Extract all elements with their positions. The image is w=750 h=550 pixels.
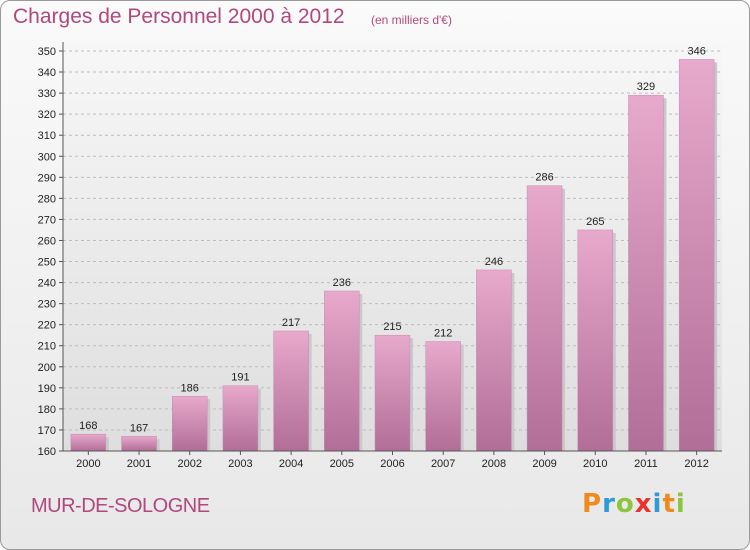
x-tick-label: 2010 xyxy=(583,458,607,470)
y-tick-label: 270 xyxy=(38,214,56,226)
bar xyxy=(425,341,461,452)
y-tick-label: 210 xyxy=(38,341,56,353)
x-tick-label: 2007 xyxy=(431,458,455,470)
y-tick-label: 280 xyxy=(38,193,56,205)
bar xyxy=(476,269,512,452)
x-tick-label: 2002 xyxy=(177,458,201,470)
x-tick-label: 2005 xyxy=(330,458,354,470)
data-label: 346 xyxy=(687,45,705,57)
x-tick-label: 2001 xyxy=(127,458,151,470)
y-tick-label: 290 xyxy=(38,172,56,184)
y-tick-label: 160 xyxy=(38,446,56,458)
bar xyxy=(171,396,208,452)
x-tick-label: 2009 xyxy=(532,458,556,470)
bars: 168 167 186 191 217 236 215 212 246 286 265 329 346 xyxy=(70,45,718,452)
y-tick-label: 220 xyxy=(38,320,56,332)
y-tick-label: 320 xyxy=(38,109,56,121)
data-label: 246 xyxy=(485,256,503,268)
y-tick-label: 230 xyxy=(38,299,56,311)
logo-letter: t xyxy=(662,489,676,519)
data-label: 329 xyxy=(637,81,655,93)
logo-letter: x xyxy=(634,489,653,519)
bar xyxy=(273,330,309,452)
bar xyxy=(70,433,107,452)
logo-letter: P xyxy=(582,489,603,519)
x-tick-label: 2011 xyxy=(634,458,658,470)
x-tick-label: 2008 xyxy=(482,458,506,470)
y-tick-label: 330 xyxy=(38,88,56,100)
y-tick-label: 170 xyxy=(38,425,56,437)
y-tick-label: 250 xyxy=(38,257,56,269)
y-tick-label: 180 xyxy=(38,404,56,416)
y-tick-label: 300 xyxy=(38,151,56,163)
chart-title: Charges de Personnel 2000 à 2012 xyxy=(13,5,345,28)
y-tick-label: 190 xyxy=(38,383,56,395)
y-tick-label: 350 xyxy=(38,46,56,58)
x-tick-label: 2004 xyxy=(279,458,303,470)
logo-letter: i xyxy=(652,489,663,519)
logo-letter: o xyxy=(615,489,635,519)
bar xyxy=(121,436,157,452)
bar xyxy=(222,385,259,452)
logo-letter: i xyxy=(675,489,686,519)
y-tick-label: 200 xyxy=(38,362,56,374)
bar xyxy=(628,94,664,452)
bar xyxy=(526,185,563,452)
x-tick-label: 2006 xyxy=(380,458,404,470)
data-label: 186 xyxy=(181,382,199,394)
bar xyxy=(678,59,715,452)
data-label: 217 xyxy=(282,317,300,329)
data-label: 236 xyxy=(333,277,351,289)
x-tick-label: 2012 xyxy=(684,458,708,470)
y-tick-label: 260 xyxy=(38,235,56,247)
bar xyxy=(577,229,614,452)
data-label: 167 xyxy=(130,422,148,434)
bar xyxy=(324,290,360,452)
axes: 160 170 180 190 200 210 220 230 240 250 260 270 280 2… xyxy=(38,42,722,470)
data-label: 286 xyxy=(535,172,553,184)
data-label: 212 xyxy=(434,328,452,340)
x-tick-label: 2000 xyxy=(76,458,100,470)
y-tick-label: 340 xyxy=(38,67,56,79)
data-label: 168 xyxy=(79,420,97,432)
chart-subtitle: (en milliers d'€) xyxy=(371,13,452,27)
y-tick-label: 240 xyxy=(38,278,56,290)
logo-letter: r xyxy=(602,489,616,519)
x-tick-label: 2003 xyxy=(228,458,252,470)
data-label: 215 xyxy=(383,321,401,333)
data-label: 265 xyxy=(586,216,604,228)
commune-name: MUR-DE-SOLOGNE xyxy=(31,495,210,517)
y-tick-label: 310 xyxy=(38,130,56,142)
proxiti-logo: Proxiti xyxy=(582,489,686,519)
data-label: 191 xyxy=(231,372,249,384)
bar xyxy=(374,334,411,452)
